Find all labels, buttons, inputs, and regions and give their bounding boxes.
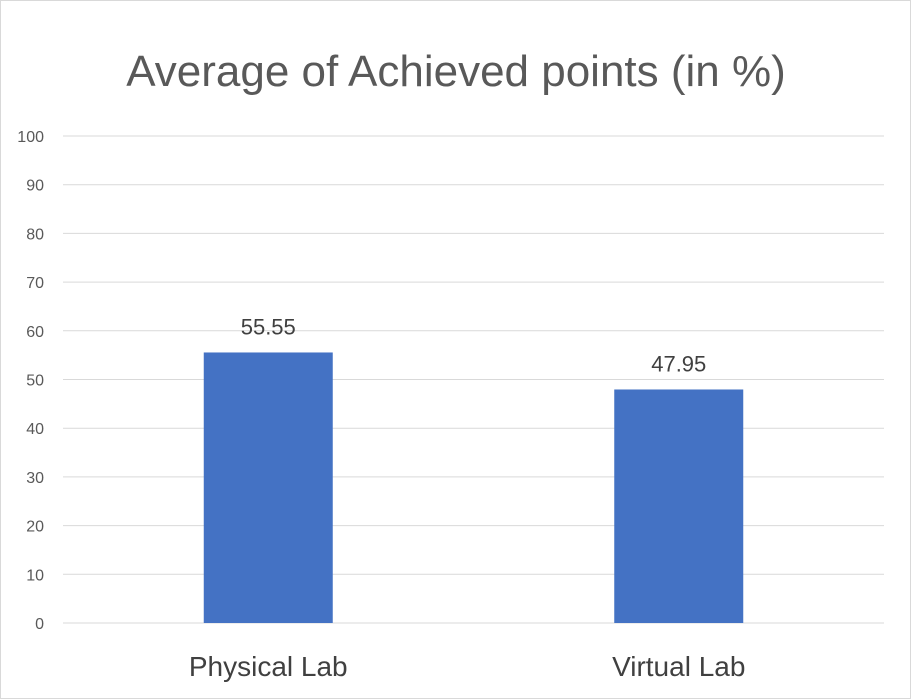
y-tick-label: 70 — [26, 275, 44, 292]
y-tick-label: 0 — [35, 616, 44, 633]
data-label: 47.95 — [651, 351, 706, 376]
y-tick-label: 10 — [26, 567, 44, 584]
category-labels: Physical Lab Virtual Lab — [189, 651, 746, 682]
data-labels: 55.55 47.95 — [241, 314, 707, 376]
y-tick-label: 90 — [26, 178, 44, 195]
data-label: 55.55 — [241, 314, 296, 339]
y-tick-label: 30 — [26, 470, 44, 487]
category-label: Virtual Lab — [612, 651, 745, 682]
bar — [614, 389, 744, 623]
gridlines — [63, 135, 884, 624]
bar — [203, 352, 333, 623]
y-tick-label: 100 — [17, 129, 44, 146]
bars — [203, 352, 744, 623]
category-label: Physical Lab — [189, 651, 348, 682]
y-axis-ticks: 0 10 20 30 40 50 60 70 80 90 100 — [17, 129, 44, 633]
y-tick-label: 80 — [26, 226, 44, 243]
y-tick-label: 60 — [26, 324, 44, 341]
y-tick-label: 20 — [26, 519, 44, 536]
chart-title: Average of Achieved points (in %) — [126, 47, 786, 96]
y-tick-label: 40 — [26, 421, 44, 438]
y-tick-label: 50 — [26, 373, 44, 390]
